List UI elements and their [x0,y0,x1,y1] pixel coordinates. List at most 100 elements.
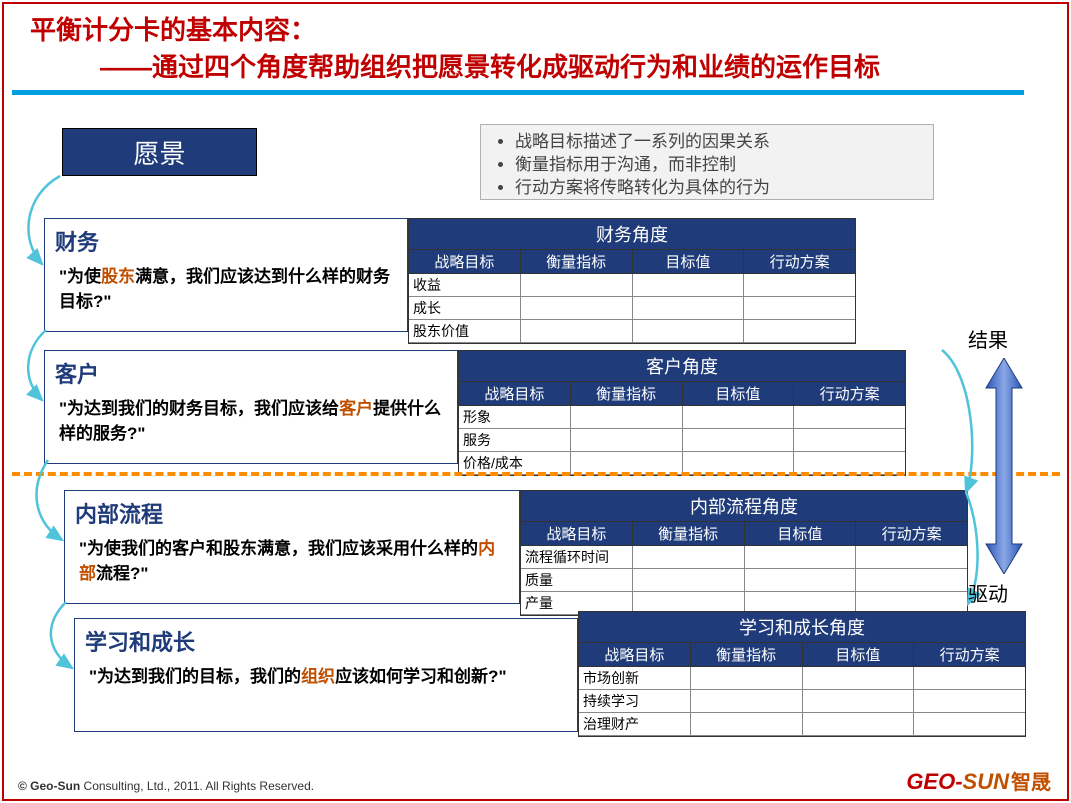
angle-col: 目标值 [633,250,745,274]
title-block: 平衡计分卡的基本内容： ——通过四个角度帮助组织把愿景转化成驱动行为和业绩的运作… [30,10,1041,84]
angle-cell [914,713,1025,736]
angle-table-learning: 学习和成长角度战略目标衡量指标目标值行动方案市场创新持续学习治理财产 [578,611,1026,737]
angle-cell [683,406,795,429]
footer-logo: GEO-SUN智晟 [906,766,1051,795]
angle-cell [691,690,803,713]
angle-columns: 战略目标衡量指标目标值行动方案 [409,250,855,274]
angle-columns: 战略目标衡量指标目标值行动方案 [459,382,905,406]
angle-cell: 股东价值 [409,320,521,343]
angle-cell [571,429,683,452]
angle-header: 客户角度 [459,351,905,382]
angle-cell [745,546,857,569]
angle-col: 目标值 [803,643,915,667]
angle-cell [521,274,633,297]
angle-cell [803,713,915,736]
angle-cell [744,320,855,343]
dashed-separator [12,472,1060,476]
perspective-title: 财务 [45,219,407,257]
logo-a: GEO- [906,769,962,794]
angle-col: 衡量指标 [521,250,633,274]
angle-cell: 成长 [409,297,521,320]
flow-arrow [51,602,72,668]
angle-cell [914,690,1025,713]
angle-row: 股东价值 [409,320,855,343]
flow-arrow [942,350,972,492]
perspective-title: 学习和成长 [75,619,577,657]
angle-header: 学习和成长角度 [579,612,1025,643]
arrow-label-bottom: 驱动 [968,578,1008,607]
angle-cell [691,667,803,690]
angle-row: 服务 [459,429,905,452]
divider-rule [12,90,1024,95]
angle-cell [745,569,857,592]
perspective-question: "为达到我们的目标，我们的组织应该如何学习和创新?" [75,657,577,698]
angle-row: 流程循环时间 [521,546,967,569]
vertical-arrow [984,358,1024,574]
angle-row: 质量 [521,569,967,592]
angle-row: 持续学习 [579,690,1025,713]
angle-cell: 服务 [459,429,571,452]
angle-header: 财务角度 [409,219,855,250]
arrow-label-top: 结果 [968,324,1008,353]
angle-cell [633,274,745,297]
bullet-item: 衡量指标用于沟通，而非控制 [515,154,921,177]
angle-cell [683,429,795,452]
angle-cell [744,297,855,320]
angle-col: 战略目标 [579,643,691,667]
angle-col: 行动方案 [856,522,967,546]
angle-cell [633,297,745,320]
angle-cell [794,406,905,429]
angle-cell [744,274,855,297]
angle-cell [794,429,905,452]
angle-row: 形象 [459,406,905,429]
angle-cell [633,569,745,592]
bullet-item: 行动方案将传略转化为具体的行为 [515,177,921,200]
vision-box: 愿景 [62,128,257,176]
angle-cell [521,320,633,343]
angle-cell: 流程循环时间 [521,546,633,569]
title-sub: ——通过四个角度帮助组织把愿景转化成驱动行为和业绩的运作目标 [30,47,1041,84]
angle-cell [803,690,915,713]
vision-label: 愿景 [133,134,185,171]
angle-cell: 收益 [409,274,521,297]
bullets-list: 战略目标描述了一系列的因果关系衡量指标用于沟通，而非控制行动方案将传略转化为具体… [493,131,921,200]
footer-copy-rest: Consulting, Ltd., 2011. All Rights Reser… [80,779,314,793]
angle-row: 收益 [409,274,855,297]
angle-cell: 形象 [459,406,571,429]
perspective-finance: 财务"为使股东满意，我们应该达到什么样的财务目标?" [44,218,408,332]
angle-table-customer: 客户角度战略目标衡量指标目标值行动方案形象服务价格/成本 [458,350,906,476]
angle-table-internal: 内部流程角度战略目标衡量指标目标值行动方案流程循环时间质量产量 [520,490,968,616]
perspective-question: "为使股东满意，我们应该达到什么样的财务目标?" [45,257,407,322]
footer-copy-bold: © Geo-Sun [18,779,80,793]
angle-cell [633,546,745,569]
footer-copyright: © Geo-Sun Consulting, Ltd., 2011. All Ri… [18,779,314,793]
bullets-box: 战略目标描述了一系列的因果关系衡量指标用于沟通，而非控制行动方案将传略转化为具体… [480,124,934,200]
angle-cell: 质量 [521,569,633,592]
title-sub-prefix: —— [100,52,152,82]
bullet-item: 战略目标描述了一系列的因果关系 [515,131,921,154]
angle-col: 衡量指标 [691,643,803,667]
angle-col: 目标值 [745,522,857,546]
angle-cell: 市场创新 [579,667,691,690]
angle-col: 行动方案 [794,382,905,406]
angle-cell [856,546,967,569]
perspective-customer: 客户"为达到我们的财务目标，我们应该给客户提供什么样的服务?" [44,350,458,464]
angle-row: 治理财产 [579,713,1025,736]
logo-b: SUN [963,769,1009,794]
angle-col: 战略目标 [521,522,633,546]
perspective-learning: 学习和成长"为达到我们的目标，我们的组织应该如何学习和创新?" [74,618,578,732]
angle-cell [691,713,803,736]
angle-cell [521,297,633,320]
angle-cell: 持续学习 [579,690,691,713]
angle-header: 内部流程角度 [521,491,967,522]
angle-table-finance: 财务角度战略目标衡量指标目标值行动方案收益成长股东价值 [408,218,856,344]
angle-row: 成长 [409,297,855,320]
angle-col: 战略目标 [459,382,571,406]
title-main: 平衡计分卡的基本内容： [30,10,1041,47]
angle-col: 衡量指标 [571,382,683,406]
perspective-question: "为达到我们的财务目标，我们应该给客户提供什么样的服务?" [45,389,457,454]
angle-col: 战略目标 [409,250,521,274]
angle-col: 目标值 [683,382,795,406]
perspective-internal: 内部流程"为使我们的客户和股东满意，我们应该采用什么样的内部流程?" [64,490,520,604]
perspective-title: 客户 [45,351,457,389]
